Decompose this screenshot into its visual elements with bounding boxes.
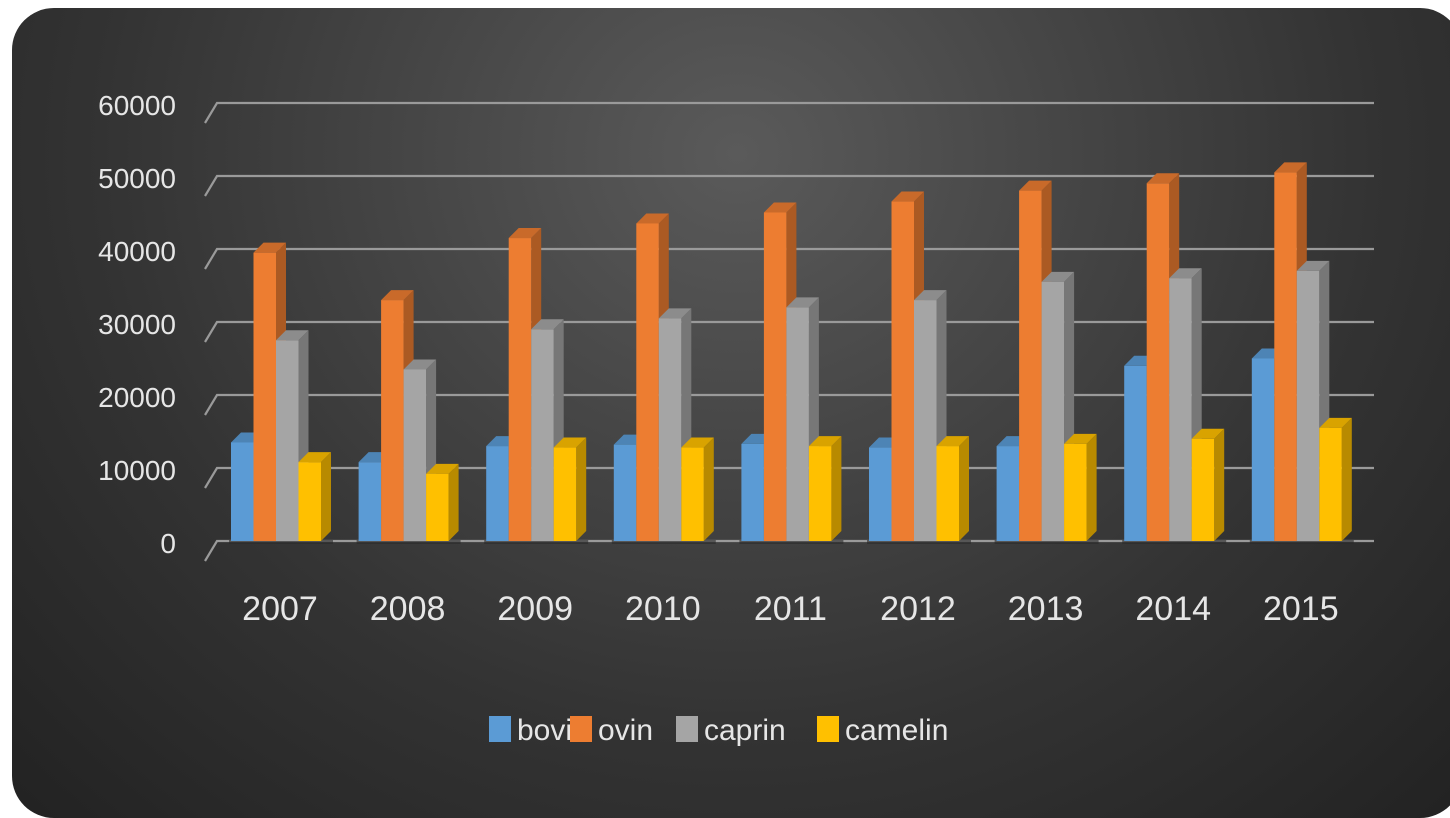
gridline xyxy=(204,539,1374,562)
bar-camelin-2012 xyxy=(936,436,969,541)
bar-camelin-2008 xyxy=(426,463,459,541)
gridline xyxy=(204,466,1374,489)
x-axis-categories: 2007 2008 2009 2010 2011 2012 2013 2014 2015 xyxy=(242,590,1338,628)
legend-label: ovin xyxy=(598,714,653,747)
x-category-label: 2011 xyxy=(754,590,827,628)
legend-item-caprin: caprin xyxy=(676,714,786,747)
category-floor xyxy=(356,540,461,544)
chart-card: 0 10000 20000 30000 40000 50000 60000 2007 2008… xyxy=(12,8,1450,818)
gridline xyxy=(204,320,1374,343)
y-tick-label: 10000 xyxy=(98,455,176,486)
y-axis-ticks: 0 10000 20000 30000 40000 50000 60000 xyxy=(98,90,176,559)
y-tick-label: 40000 xyxy=(98,236,176,267)
chart-svg: 0 10000 20000 30000 40000 50000 60000 2007 2008… xyxy=(98,90,1374,747)
category-floor xyxy=(867,540,971,544)
legend-item-camelin: camelin xyxy=(817,714,948,747)
x-category-label: 2007 xyxy=(242,590,318,628)
y-tick-label: 50000 xyxy=(98,163,176,194)
gridline xyxy=(204,247,1374,270)
gridline xyxy=(204,101,1374,124)
bar-camelin-2013 xyxy=(1064,433,1097,541)
x-category-label: 2010 xyxy=(625,590,701,628)
bar-camelin-2009 xyxy=(553,437,587,541)
category-floor xyxy=(1122,540,1227,544)
bar-camelin-2007 xyxy=(298,452,331,541)
category-floor xyxy=(229,540,333,544)
category-floor xyxy=(484,540,589,544)
legend: bovin ovin caprin camelin xyxy=(489,714,948,747)
category-floor xyxy=(994,540,1099,544)
bar-camelin-2014 xyxy=(1191,428,1225,541)
bar-camelin-2010 xyxy=(681,437,714,541)
gridline xyxy=(204,174,1374,197)
bars xyxy=(229,162,1354,544)
legend-swatch xyxy=(817,716,839,742)
y-tick-label: 20000 xyxy=(98,382,176,413)
x-category-label: 2014 xyxy=(1135,590,1211,628)
legend-swatch xyxy=(676,716,698,742)
legend-label: camelin xyxy=(845,714,948,747)
legend-item-ovin: ovin xyxy=(570,714,653,747)
x-category-label: 2008 xyxy=(370,590,446,628)
x-category-label: 2013 xyxy=(1008,590,1084,628)
gridline xyxy=(204,393,1374,416)
x-category-label: 2009 xyxy=(497,590,573,628)
gridlines xyxy=(204,101,1374,562)
category-floor xyxy=(1249,540,1354,544)
y-tick-label: 60000 xyxy=(98,90,176,121)
bar-camelin-2011 xyxy=(808,436,842,541)
legend-swatch xyxy=(570,716,592,742)
bar-camelin-2015 xyxy=(1319,417,1352,541)
x-category-label: 2012 xyxy=(880,590,956,628)
x-category-label: 2015 xyxy=(1263,590,1339,628)
category-floor xyxy=(739,540,844,544)
y-tick-label: 0 xyxy=(160,528,176,559)
category-floor xyxy=(611,540,716,544)
legend-swatch xyxy=(489,716,511,742)
legend-label: caprin xyxy=(704,714,786,747)
y-tick-label: 30000 xyxy=(98,309,176,340)
